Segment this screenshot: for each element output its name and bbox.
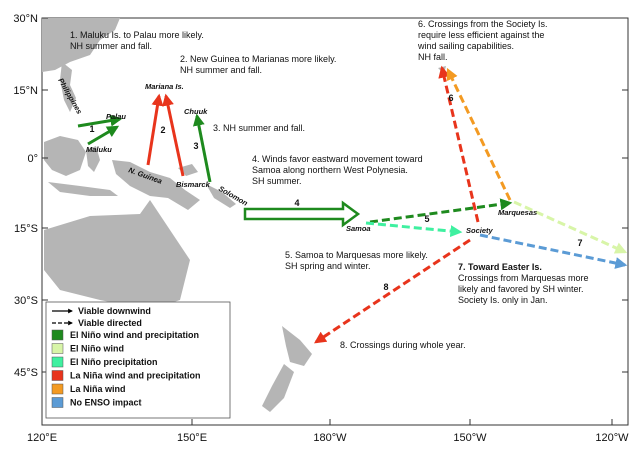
legend-swatch: [51, 356, 64, 368]
note: SH spring and winter.: [285, 261, 371, 271]
note: Samoa along northern West Polynesia.: [252, 165, 408, 175]
legend-swatch: [51, 397, 64, 408]
legend-label: Viable directed: [78, 318, 142, 328]
route-arrow: [243, 200, 361, 228]
note: NH fall.: [418, 52, 448, 62]
lat-label: 30°S: [14, 295, 38, 307]
legend-swatch: [51, 329, 64, 341]
place-label: Bismarck: [176, 180, 211, 189]
note: Crossings from Marquesas more: [458, 273, 589, 283]
note: 2. New Guinea to Marianas more likely.: [180, 54, 336, 64]
note: 5. Samoa to Marquesas more likely.: [285, 250, 428, 260]
legend-label: El Niño wind and precipitation: [70, 330, 199, 340]
lat-label: 15°N: [13, 85, 38, 97]
legend-label: No ENSO impact: [70, 398, 142, 408]
route-arrow: [446, 67, 512, 201]
lon-label: 120°E: [27, 432, 57, 444]
route-number: 7: [577, 238, 582, 248]
note: 6. Crossings from the Society Is.: [418, 19, 548, 29]
note: 1. Maluku Is. to Palau more likely.: [70, 30, 204, 40]
legend-label: La Niña wind: [70, 384, 126, 394]
lat-label: 15°S: [14, 223, 38, 235]
route-number: 8: [383, 282, 388, 292]
note: Society Is. only in Jan.: [458, 295, 548, 305]
legend-label: El Niño precipitation: [70, 357, 158, 367]
note: 7. Toward Easter Is.: [458, 262, 542, 272]
route-number: 5: [424, 214, 429, 224]
landmasses: [42, 18, 446, 412]
lon-label: 120°W: [595, 432, 629, 444]
lat-label: 45°S: [14, 367, 38, 379]
lon-label: 150°E: [177, 432, 207, 444]
route-arrow: [438, 65, 480, 223]
route-arrow: [162, 93, 185, 177]
legend-label: El Niño wind: [70, 344, 124, 354]
legend-swatch: [51, 370, 64, 381]
note: likely and favored by SH winter.: [458, 284, 584, 294]
route-number: 6: [448, 93, 453, 103]
place-label: Samoa: [346, 224, 371, 233]
route-arrow: [77, 114, 123, 128]
routes: [77, 65, 628, 344]
place-label: Mariana Is.: [145, 82, 184, 91]
route-arrow: [365, 221, 463, 238]
note: NH summer and fall.: [70, 41, 152, 51]
route-arrow: [192, 113, 212, 183]
lon-label: 150°W: [453, 432, 487, 444]
lat-label: 0°: [27, 153, 38, 165]
legend-label: La Niña wind and precipitation: [70, 371, 201, 381]
route-number: 2: [160, 125, 165, 135]
place-label: Marquesas: [498, 208, 537, 217]
route-number: 3: [193, 141, 198, 151]
lon-label: 180°W: [313, 432, 347, 444]
legend-box: [45, 301, 231, 419]
note: SH summer.: [252, 176, 302, 186]
place-label: Society: [466, 226, 494, 235]
legend-swatch: [51, 383, 64, 395]
route-number: 4: [294, 198, 299, 208]
note: 8. Crossings during whole year.: [340, 340, 466, 350]
lat-label: 30°N: [13, 13, 38, 25]
note: NH summer and fall.: [180, 65, 262, 75]
place-label: Palau: [106, 112, 126, 121]
legend-label: Viable downwind: [78, 306, 151, 316]
route-arrow: [87, 125, 120, 146]
note: require less efficient against the: [418, 30, 544, 40]
place-label: Chuuk: [184, 107, 208, 116]
route-arrow: [513, 200, 628, 254]
place-label: Maluku: [86, 145, 112, 154]
route-arrow: [479, 233, 628, 269]
legend-swatch: [51, 343, 64, 354]
note: 3. NH summer and fall.: [213, 123, 305, 133]
note: wind sailing capabilities.: [417, 41, 514, 51]
route-arrow: [313, 238, 471, 344]
route-arrow: [146, 93, 164, 166]
note: 4. Winds favor eastward movement toward: [252, 154, 423, 164]
route-number: 1: [89, 124, 94, 134]
